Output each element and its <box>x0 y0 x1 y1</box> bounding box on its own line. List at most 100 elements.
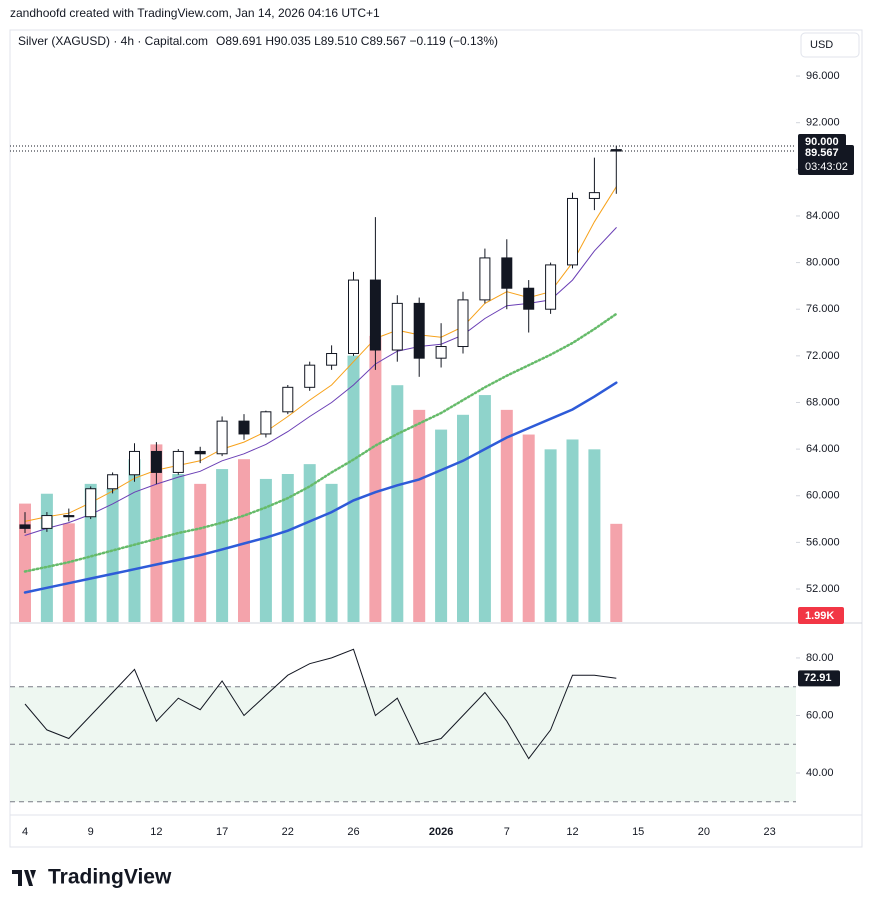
moving-average <box>24 227 617 536</box>
volume-bar <box>391 385 404 622</box>
rsi-line <box>24 648 617 760</box>
y-tick-label: 68.000 <box>806 396 840 408</box>
rsi-value-label: 72.91 <box>804 672 832 684</box>
candle-body <box>479 257 491 301</box>
candle-body <box>413 302 425 359</box>
candle-body <box>501 257 513 289</box>
volume-bar <box>500 409 513 622</box>
volume-bar <box>281 474 294 622</box>
x-tick-label: 12 <box>566 826 578 838</box>
volume-bar <box>522 434 535 622</box>
volume-bar <box>216 469 229 622</box>
candle-body <box>194 450 206 455</box>
y-tick-label: 72.000 <box>806 350 840 362</box>
x-tick-label: 9 <box>88 826 94 838</box>
y-tick-label: 92.000 <box>806 117 840 129</box>
volume-label: 1.99K <box>805 610 834 622</box>
currency-button[interactable] <box>800 32 860 58</box>
x-tick-label: 12 <box>150 826 162 838</box>
candle-body <box>545 264 557 310</box>
volume-bar <box>259 478 272 622</box>
x-tick-label: 7 <box>504 826 510 838</box>
candle-body <box>107 474 119 490</box>
y-tick-label: 96.000 <box>806 70 840 82</box>
candle-body <box>282 386 294 413</box>
y-tick-label: 80.000 <box>806 256 840 268</box>
symbol: Silver (XAGUSD) · 4h · Capital.com <box>18 34 208 48</box>
volume-bar <box>106 488 119 622</box>
volume-bar <box>457 414 469 622</box>
y-tick-label: 60.000 <box>806 490 840 502</box>
rsi-tick-label: 80.00 <box>806 652 834 664</box>
logo: TradingView <box>48 866 172 889</box>
volume-bar <box>194 483 207 622</box>
moving-average <box>23 312 618 573</box>
candle-body <box>216 420 228 455</box>
volume-bar <box>128 459 141 622</box>
candle-body <box>348 279 359 355</box>
candle-body <box>260 411 272 435</box>
x-tick-label: 23 <box>763 826 775 838</box>
y-tick-label: 84.000 <box>806 210 840 222</box>
volume-bar <box>588 449 601 622</box>
candle-body <box>369 279 381 351</box>
currency: USD <box>810 39 833 51</box>
moving-average <box>24 186 617 522</box>
volume-bar <box>566 439 579 622</box>
countdown: 03:43:02 <box>805 161 848 173</box>
y-tick-label: 52.000 <box>806 583 840 595</box>
chart-frame <box>9 29 863 848</box>
volume-bar <box>435 429 448 622</box>
volume-bar <box>238 459 250 622</box>
candle-body <box>435 346 447 359</box>
candle-body <box>85 488 97 518</box>
x-tick-label: 26 <box>347 826 359 838</box>
volume-bar <box>610 523 623 622</box>
x-tick-label: 17 <box>216 826 228 838</box>
volume-bar <box>347 355 360 622</box>
candle-body <box>326 353 338 366</box>
candle-body <box>63 515 75 518</box>
volume-bar <box>303 464 316 622</box>
y-tick-label: 56.000 <box>806 536 840 548</box>
candle-body <box>19 524 31 529</box>
x-tick-label: 15 <box>632 826 644 838</box>
y-tick-label: 64.000 <box>806 443 840 455</box>
volume-bar <box>478 395 491 622</box>
volume-bar <box>62 523 75 622</box>
y-tick-label: 76.000 <box>806 303 840 315</box>
candle-body <box>523 287 535 310</box>
attribution: zandhoofd created with TradingView.com, … <box>10 6 380 20</box>
rsi-tick-label: 60.00 <box>806 709 834 721</box>
logo-icon <box>12 870 36 886</box>
x-tick-label: 4 <box>22 826 28 838</box>
volume-bar <box>325 483 338 622</box>
x-tick-label: 22 <box>282 826 294 838</box>
candle-body <box>238 420 250 435</box>
candle-body <box>304 364 316 388</box>
candle-body <box>588 192 600 199</box>
last-price-label: 89.567 <box>805 147 839 159</box>
rsi-tick-label: 40.00 <box>806 767 834 779</box>
volume-bar <box>544 449 557 622</box>
candle-body <box>41 515 53 529</box>
volume-bar <box>84 483 97 622</box>
volume-bar <box>150 444 163 622</box>
volume-bar <box>413 409 426 622</box>
rsi-value-box <box>798 670 840 687</box>
candle-body <box>129 450 140 476</box>
candle-body <box>567 197 578 266</box>
candle-body <box>457 299 469 348</box>
x-tick-label: 20 <box>698 826 710 838</box>
candle-body <box>150 450 162 473</box>
x-tick-label: 2026 <box>429 826 453 838</box>
ohlc: O89.691 H90.035 L89.510 C89.567 −0.119 (… <box>216 34 498 48</box>
volume-bar <box>369 335 382 622</box>
last-price-box <box>798 145 854 176</box>
volume-bar <box>172 474 185 622</box>
candle-body <box>172 450 184 473</box>
candle-body <box>391 302 403 351</box>
volume-label-box <box>798 607 844 624</box>
